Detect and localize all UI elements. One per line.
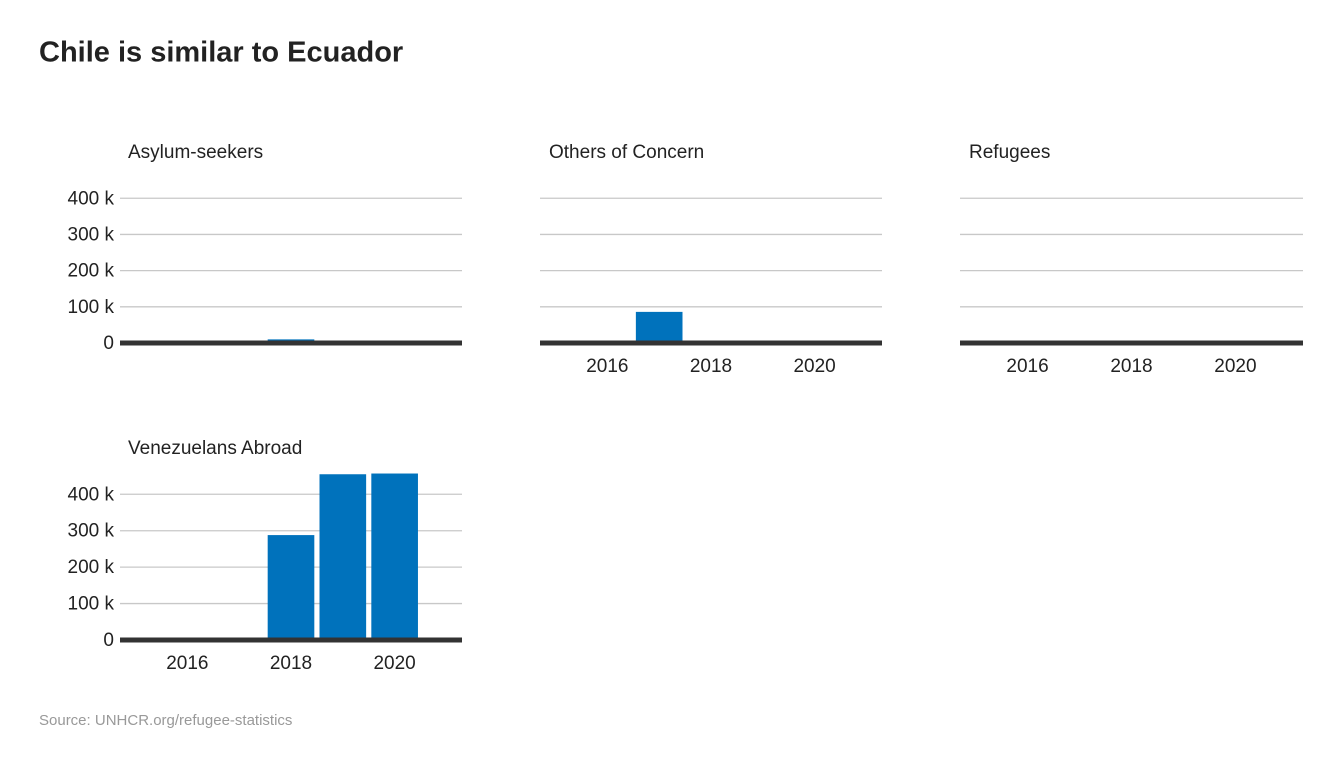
x-tick-label: 2018	[1110, 356, 1152, 377]
y-tick-label: 400 k	[68, 188, 115, 209]
x-tick-label: 2016	[166, 653, 208, 674]
y-tick-label: 200 k	[68, 261, 115, 282]
y-tick-label: 400 k	[68, 484, 115, 505]
bar	[267, 535, 315, 640]
y-tick-label: 300 k	[68, 224, 115, 245]
x-tick-label: 2018	[270, 653, 312, 674]
y-tick-label: 200 k	[68, 557, 115, 578]
facet-title: Refugees	[969, 142, 1050, 163]
facet-title: Asylum-seekers	[128, 142, 263, 163]
y-tick-label: 0	[103, 630, 114, 651]
x-tick-label: 2016	[1006, 356, 1048, 377]
x-tick-label: 2020	[373, 653, 415, 674]
x-tick-label: 2020	[793, 356, 835, 377]
source: Source: UNHCR.org/refugee-statistics	[39, 712, 292, 729]
y-tick-label: 100 k	[68, 594, 115, 615]
y-tick-label: 0	[103, 333, 114, 354]
y-tick-label: 100 k	[68, 297, 115, 318]
x-tick-label: 2016	[586, 356, 628, 377]
chart-title: Chile is similar to Ecuador	[39, 37, 403, 69]
bar	[371, 473, 418, 640]
x-tick-label: 2020	[1214, 356, 1256, 377]
facet-title: Venezuelans Abroad	[128, 438, 302, 459]
y-tick-label: 300 k	[68, 521, 115, 542]
x-tick-label: 2018	[690, 356, 732, 377]
facet-title: Others of Concern	[549, 142, 704, 163]
bar	[319, 474, 367, 640]
bar	[635, 311, 683, 343]
